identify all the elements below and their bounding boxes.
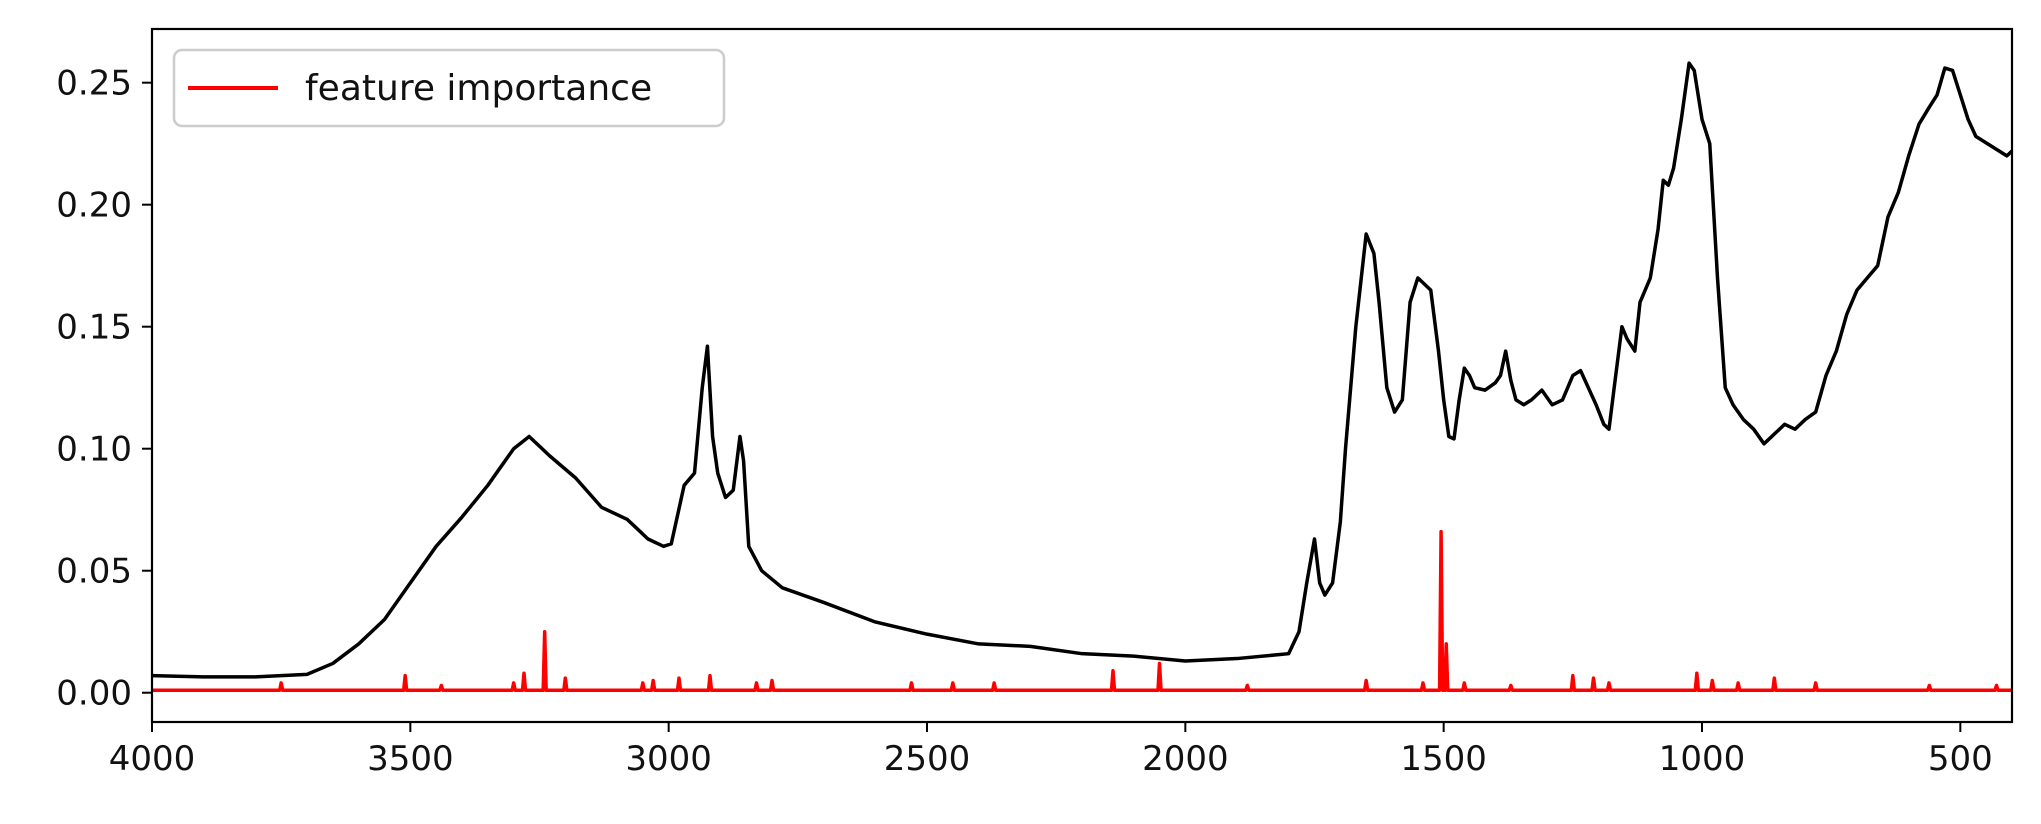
- x-tick-label-500: 500: [1928, 739, 1993, 779]
- spectrum-line: [152, 61, 2012, 679]
- x-tick-label-1000: 1000: [1659, 739, 1746, 779]
- legend: feature importance: [172, 48, 726, 128]
- x-tick-label-3500: 3500: [367, 739, 454, 779]
- y-tick-label-0.10: 0.10: [56, 430, 132, 470]
- y-tick-label-0.00: 0.00: [56, 674, 132, 714]
- x-tick-label-2500: 2500: [884, 739, 971, 779]
- axes-frame: [150, 27, 2014, 724]
- y-tick-label-0.15: 0.15: [56, 308, 132, 348]
- y-tick-label-0.20: 0.20: [56, 186, 132, 226]
- x-tick-label-4000: 4000: [109, 739, 196, 779]
- plot-area: [152, 61, 2012, 693]
- legend-label-feature-importance: feature importance: [305, 68, 652, 109]
- feature-importance-line: [152, 529, 2012, 693]
- axes: 4000 3500 3000 2500 2000 1500 1000 500 0.00 0.05 0…: [56, 27, 2014, 779]
- x-tick-label-3000: 3000: [625, 739, 712, 779]
- legend-box: [172, 48, 726, 128]
- y-tick-label-0.05: 0.05: [56, 552, 132, 592]
- y-tick-label-0.25: 0.25: [56, 64, 132, 104]
- x-tick-label-2000: 2000: [1142, 739, 1229, 779]
- x-tick-label-1500: 1500: [1400, 739, 1487, 779]
